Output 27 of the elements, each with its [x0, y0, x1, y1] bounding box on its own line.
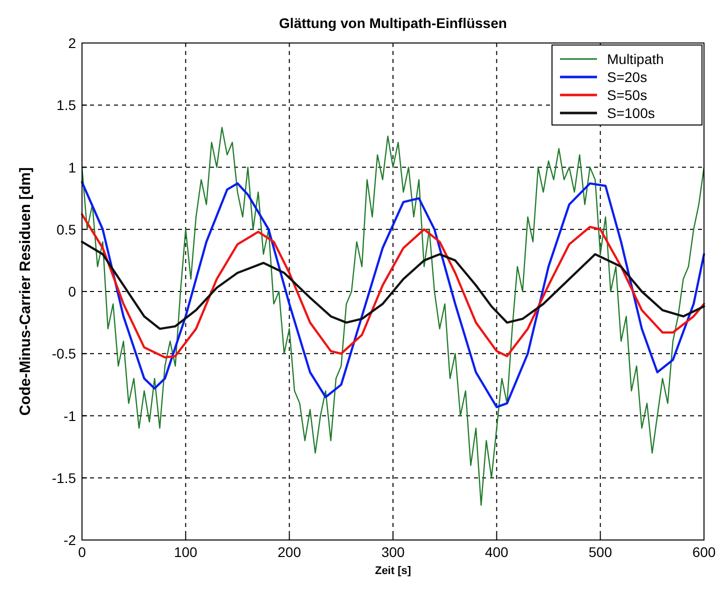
y-tick-label: 1	[68, 159, 76, 176]
line-series	[80, 213, 706, 358]
y-tick-label: 1.5	[56, 97, 76, 114]
y-tick-label: -1.5	[52, 470, 76, 486]
y-tick-label: 2	[68, 35, 76, 51]
legend-label: S=100s	[607, 105, 655, 121]
y-tick-label: 0.5	[56, 221, 76, 238]
x-tick-label: 0	[78, 544, 86, 560]
x-tick-label: 100	[174, 544, 198, 560]
line-series	[81, 126, 705, 506]
legend-label: Multipath	[607, 51, 664, 67]
y-axis-title: Code-Minus-Carrier Residuen [dm]	[17, 167, 34, 416]
line-series	[80, 181, 706, 408]
x-tick-label: 500	[588, 544, 612, 560]
x-tick-label: 600	[692, 544, 716, 560]
x-tick-label: 300	[381, 544, 405, 560]
y-tick-label: -2	[64, 532, 76, 548]
chart-title: Glättung von Multipath-Einflüssen	[279, 15, 507, 31]
x-tick-label: 400	[484, 544, 509, 560]
y-tick-label: -1	[64, 408, 76, 424]
y-tick-label: -0.5	[52, 346, 76, 362]
x-axis-title: Zeit [s]	[374, 565, 412, 577]
line-series	[80, 240, 706, 330]
legend-label: S=20s	[607, 69, 648, 85]
legend-label: S=50s	[607, 87, 648, 103]
x-tick-label: 200	[278, 544, 302, 560]
y-tick-label: 0	[68, 284, 76, 300]
